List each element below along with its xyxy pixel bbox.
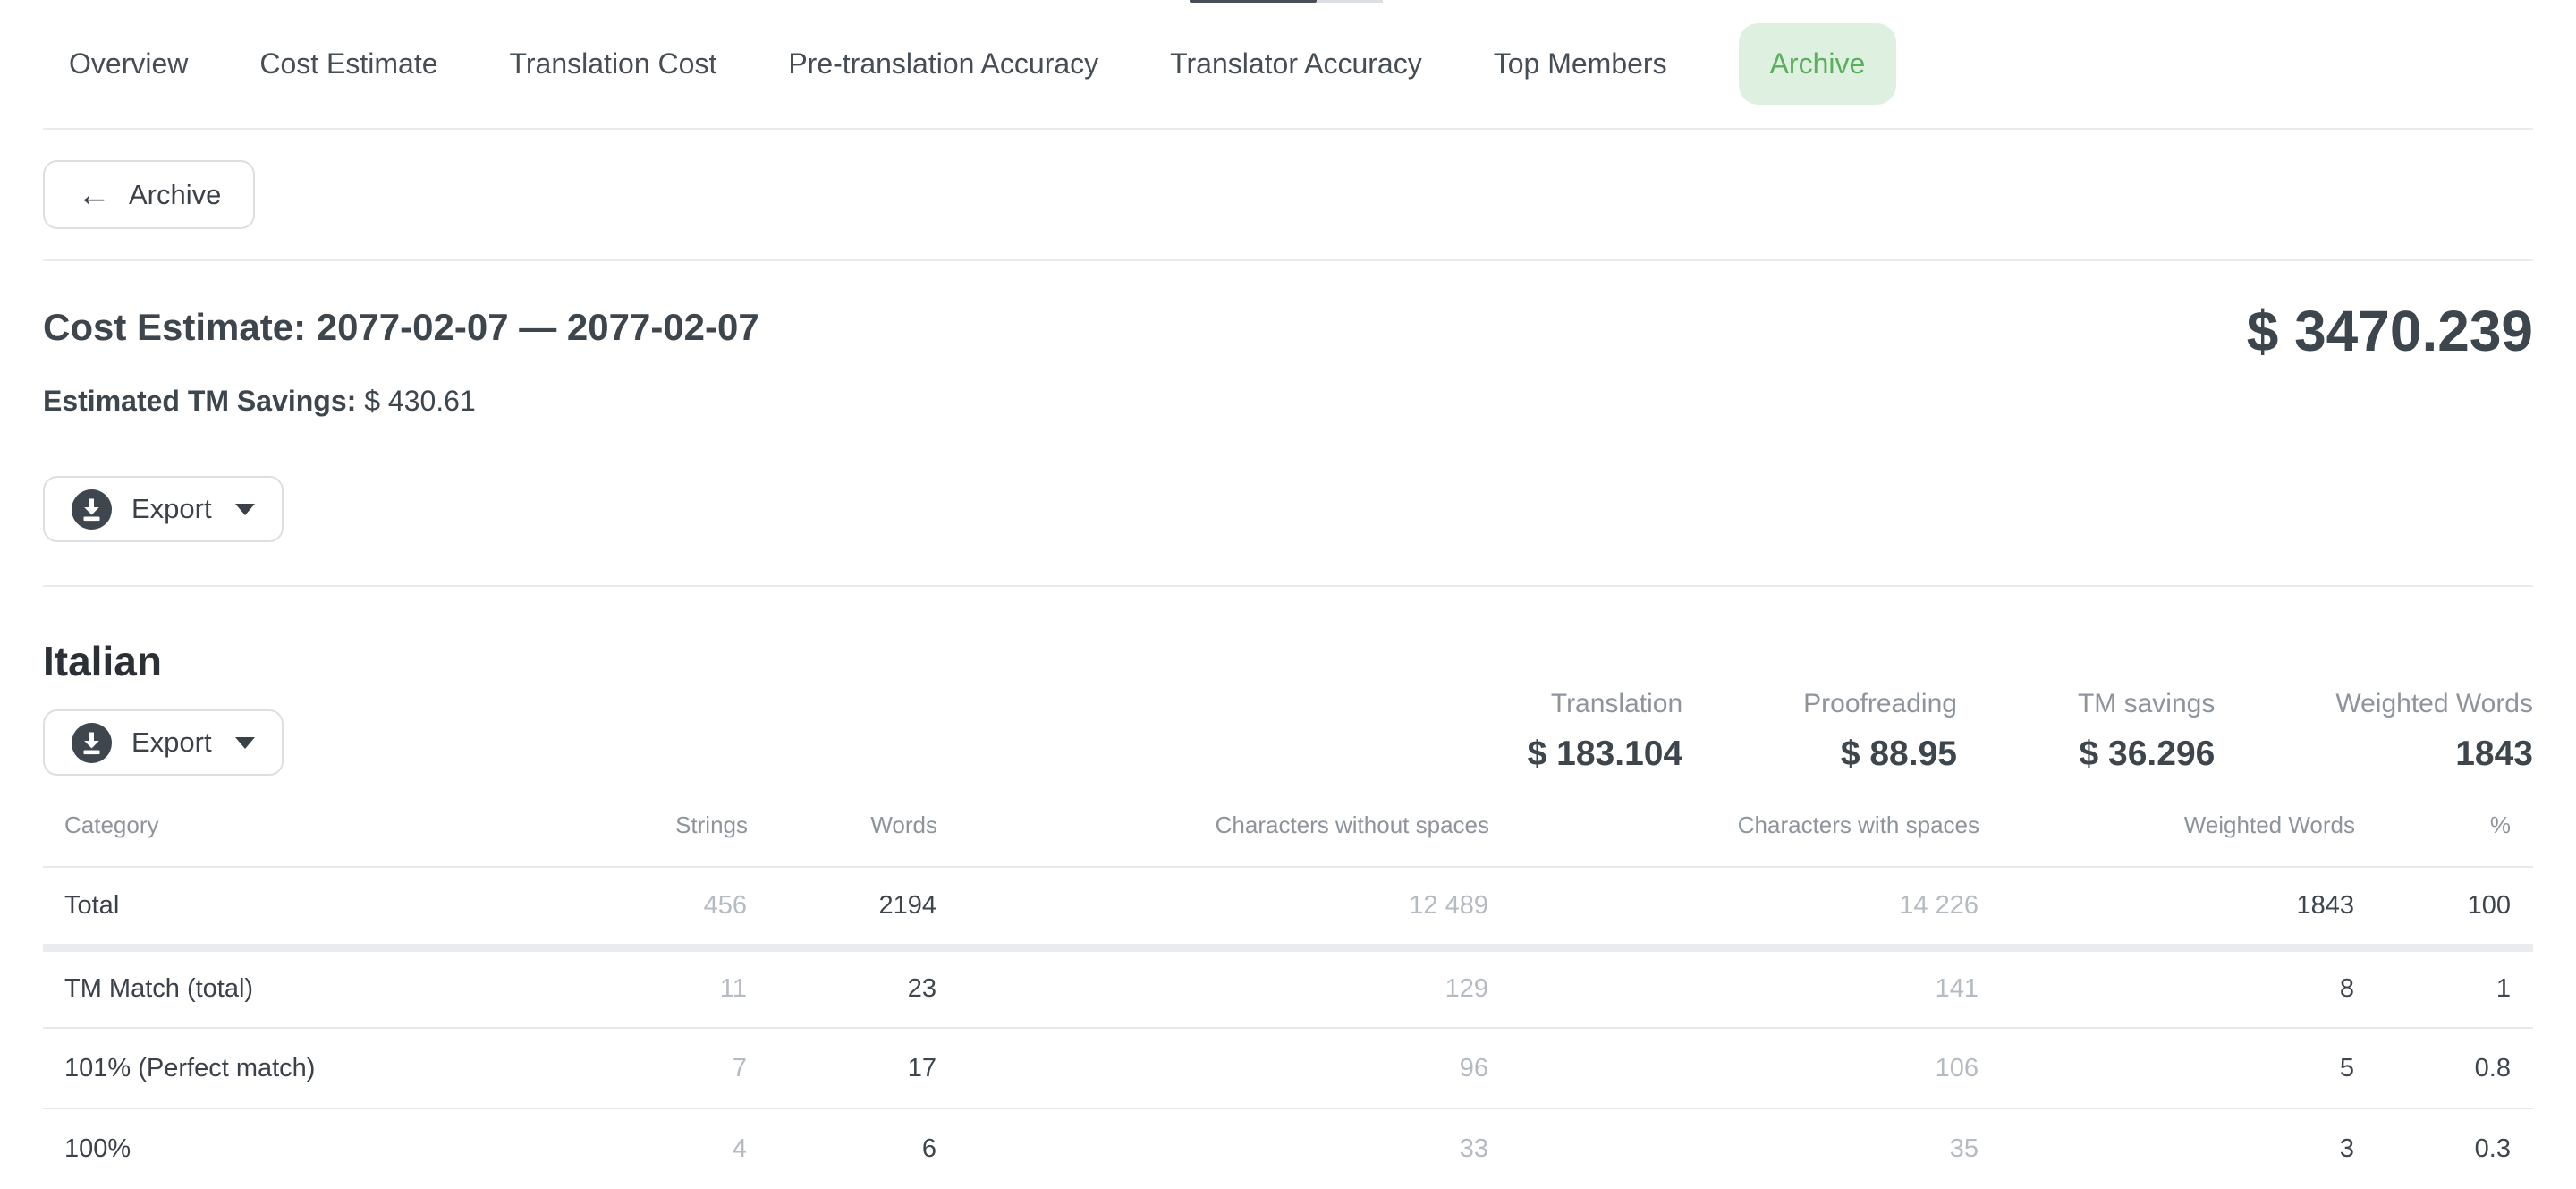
export-language-button[interactable]: Export: [43, 709, 284, 776]
language-section: Italian Export Translation $ 183.104 Pro…: [0, 587, 2576, 776]
column-header-chars-with-spaces: Characters with spaces: [1489, 799, 1979, 868]
stat-value: $ 88.95: [1840, 735, 1957, 773]
cell-weighted-words: 8: [1979, 947, 2355, 1029]
export-button-label: Export: [131, 493, 212, 524]
stat-value: $ 183.104: [1527, 735, 1683, 773]
chevron-down-icon: [234, 736, 255, 749]
cell-strings: 456: [526, 867, 748, 952]
cell-chars-without-spaces: 12 489: [937, 867, 1489, 952]
category-breakdown-table: Category Strings Words Characters withou…: [43, 799, 2533, 1189]
stat-tm-savings: TM savings $ 36.296: [2078, 688, 2215, 774]
divider: [43, 585, 2533, 587]
column-header-percent: %: [2355, 799, 2533, 868]
chevron-down-icon: [234, 503, 255, 515]
language-stats: Translation $ 183.104 Proofreading $ 88.…: [1528, 688, 2533, 776]
cell-strings: 11: [526, 947, 748, 1029]
stat-proofreading: Proofreading $ 88.95: [1803, 688, 1957, 774]
tm-savings-value: $ 430.61: [364, 385, 476, 417]
cell-chars-with-spaces: 106: [1489, 1028, 1979, 1109]
report-total-amount: $ 3470.239: [2246, 299, 2533, 363]
tm-savings-label: Estimated TM Savings:: [43, 385, 357, 417]
stat-value: 1843: [2455, 735, 2533, 773]
cell-category: 101% (Perfect match): [43, 1028, 526, 1109]
column-header-strings: Strings: [526, 799, 748, 868]
cell-strings: 4: [732, 1134, 747, 1163]
cell-percent: 100: [2355, 867, 2533, 952]
table-row: Total 456 2194 12 489 14 226 1843 100: [43, 867, 2533, 952]
cell-chars-without-spaces: 129: [937, 947, 1489, 1029]
report-title: Cost Estimate: 2077-02-07 — 2077-02-07: [43, 306, 759, 348]
tab-top-members[interactable]: Top Members: [1493, 47, 1667, 80]
column-header-chars-without-spaces: Characters without spaces: [937, 799, 1489, 868]
stat-label: Weighted Words: [2335, 689, 2533, 718]
cell-category: TM Match (total): [43, 947, 526, 1029]
download-icon: [72, 488, 112, 530]
divider: [43, 128, 2533, 130]
export-button-label: Export: [131, 726, 212, 758]
cell-percent: 1: [2355, 947, 2533, 1029]
tab-translator-accuracy[interactable]: Translator Accuracy: [1170, 47, 1422, 80]
column-header-words: Words: [748, 799, 937, 868]
cell-words: 2194: [748, 867, 937, 952]
divider: [43, 259, 2533, 261]
cell-percent: 0.8: [2355, 1028, 2533, 1109]
cell-words: 17: [748, 1028, 937, 1109]
cell-percent: 0.3: [2474, 1134, 2511, 1163]
tab-translation-cost[interactable]: Translation Cost: [509, 47, 717, 80]
cost-estimate-report: Cost Estimate: 2077-02-07 — 2077-02-07 $…: [0, 299, 2576, 585]
cutoff-element-fragment-edge: [1317, 0, 1383, 3]
table-row: TM Match (total) 11 23 129 141 8 1: [43, 947, 2533, 1029]
cell-chars-with-spaces: 141: [1489, 947, 1979, 1029]
back-button-label: Archive: [129, 178, 222, 210]
cell-chars-without-spaces: 96: [937, 1028, 1489, 1109]
tab-archive-active[interactable]: Archive: [1738, 23, 1897, 105]
cell-weighted-words: 3: [2339, 1134, 2354, 1163]
stat-label: TM savings: [2077, 689, 2216, 718]
language-title: Italian: [43, 638, 162, 684]
stat-label: Translation: [1550, 689, 1683, 718]
tab-overview[interactable]: Overview: [69, 47, 189, 80]
back-to-archive-button[interactable]: ← Archive: [43, 160, 256, 229]
report-tabs: Overview Cost Estimate Translation Cost …: [0, 0, 2576, 128]
archive-toolbar: ← Archive: [0, 130, 2576, 259]
cutoff-element-fragment: [1190, 0, 1317, 3]
stat-translation: Translation $ 183.104: [1528, 688, 1683, 774]
column-header-category: Category: [43, 799, 526, 868]
tm-savings-line: Estimated TM Savings: $ 430.61: [43, 383, 2533, 419]
cell-strings: 7: [526, 1028, 748, 1109]
cell-weighted-words: 5: [1979, 1028, 2355, 1109]
stat-weighted-words: Weighted Words 1843: [2335, 688, 2533, 774]
cell-chars-with-spaces: 35: [1949, 1134, 1979, 1163]
column-header-weighted-words: Weighted Words: [1979, 799, 2355, 868]
stat-label: Proofreading: [1803, 689, 1957, 718]
cell-words: 23: [748, 947, 937, 1029]
cell-chars-without-spaces: 33: [1459, 1134, 1488, 1163]
cell-words: 6: [921, 1134, 936, 1163]
download-icon: [72, 722, 112, 763]
cell-weighted-words: 1843: [1979, 867, 2355, 952]
stat-value: $ 36.296: [2079, 735, 2216, 773]
cell-category: 100%: [64, 1134, 131, 1163]
table-row: 101% (Perfect match) 7 17 96 106 5 0.8: [43, 1028, 2533, 1109]
export-report-button[interactable]: Export: [43, 476, 284, 542]
tab-cost-estimate[interactable]: Cost Estimate: [259, 47, 438, 80]
cell-category: Total: [43, 867, 526, 952]
arrow-left-icon: ←: [77, 175, 111, 214]
cell-chars-with-spaces: 14 226: [1489, 867, 1979, 952]
tab-pre-translation-accuracy[interactable]: Pre-translation Accuracy: [788, 47, 1099, 80]
table-row: 100% 4 6 33 35 3 0.3: [43, 1108, 2533, 1189]
table-header-row: Category Strings Words Characters withou…: [43, 799, 2533, 868]
